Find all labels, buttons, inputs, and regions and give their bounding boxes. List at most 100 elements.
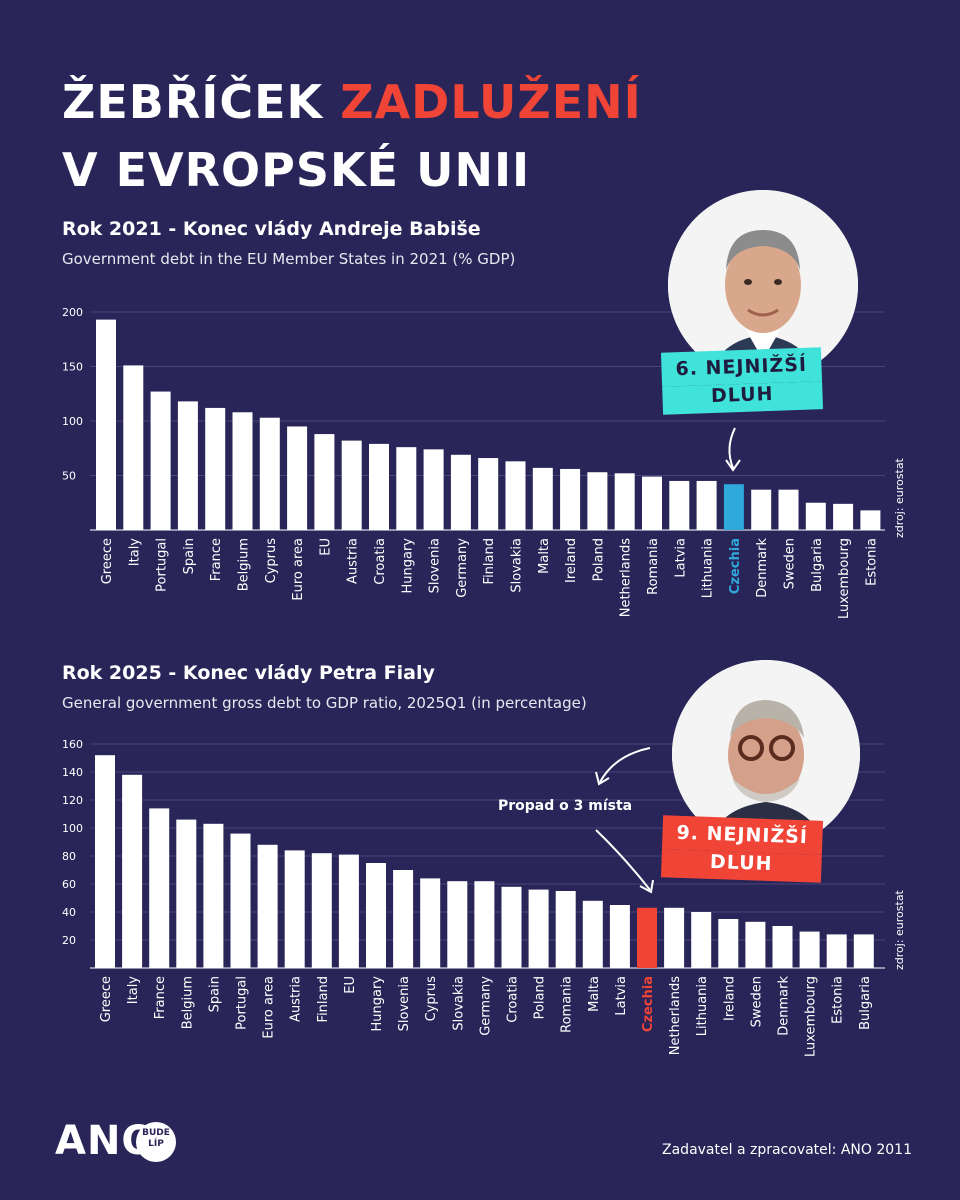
page-title: ŽEBŘÍČEK ZADLUŽENÍ V EVROPSKÉ UNII xyxy=(62,68,642,204)
x-tick-label: Luxembourg xyxy=(837,538,852,619)
bar-finland xyxy=(478,458,499,530)
bar-romania xyxy=(555,891,576,968)
x-tick-label: Poland xyxy=(591,538,606,581)
y-tick-label: 80 xyxy=(62,850,76,863)
bar-poland xyxy=(587,472,608,530)
bar-slovenia xyxy=(423,449,444,530)
x-tick-label: Sweden xyxy=(783,538,798,589)
bar-cyprus xyxy=(420,878,441,968)
y-tick-label: 160 xyxy=(62,738,83,751)
logo-badge: BUDE LÍP xyxy=(136,1122,176,1162)
bar-italy xyxy=(123,365,144,530)
x-tick-label: Romania xyxy=(560,976,575,1033)
bar-austria xyxy=(341,440,362,530)
x-tick-label: Finland xyxy=(316,976,331,1022)
logo-badge-line2: LÍP xyxy=(148,1139,164,1149)
x-tick-label: Belgium xyxy=(237,538,252,591)
bar-romania xyxy=(642,476,662,530)
x-tick-label: Estonia xyxy=(864,538,879,586)
x-tick-label: Italy xyxy=(126,976,141,1005)
x-tick-label: Slovakia xyxy=(510,538,525,593)
x-tick-label: France xyxy=(209,538,224,581)
footer-credit: Zadavatel a zpracovatel: ANO 2011 xyxy=(662,1142,912,1158)
bar-slovakia xyxy=(447,881,468,968)
x-tick-label: Euro area xyxy=(262,976,277,1039)
bar-austria xyxy=(284,850,305,968)
x-tick-label: Hungary xyxy=(400,538,415,594)
x-tick-label: Croatia xyxy=(373,538,388,585)
bar-portugal xyxy=(150,391,171,530)
bar-malta xyxy=(582,900,603,968)
section1-title: Rok 2021 - Konec vlády Andreje Babiše xyxy=(62,218,481,240)
bar-czechia xyxy=(637,907,657,968)
y-tick-label: 140 xyxy=(62,766,83,779)
bar-slovakia xyxy=(505,461,526,530)
bar-belgium xyxy=(176,819,197,968)
y-tick-label: 60 xyxy=(62,878,76,891)
bar-france xyxy=(205,407,226,530)
bar-denmark xyxy=(751,489,772,530)
title-line-2: V EVROPSKÉ UNII xyxy=(62,143,531,197)
x-tick-label: EU xyxy=(318,538,333,556)
bar-spain xyxy=(177,401,198,530)
title-highlight: ZADLUŽENÍ xyxy=(340,75,642,129)
x-tick-label: Netherlands xyxy=(668,976,683,1055)
bar-france xyxy=(149,808,170,968)
x-tick-label: Czechia xyxy=(641,976,656,1032)
x-tick-label: Lithuania xyxy=(695,976,710,1036)
section2-title: Rok 2025 - Konec vlády Petra Fialy xyxy=(62,662,435,684)
bar-eu xyxy=(314,434,335,530)
bar-hungary xyxy=(396,447,417,530)
x-tick-label: Spain xyxy=(207,976,222,1012)
bar-croatia xyxy=(501,886,522,968)
bar-euro-area xyxy=(287,426,308,530)
bar-ireland xyxy=(560,468,581,530)
x-tick-label: EU xyxy=(343,976,358,994)
bar-finland xyxy=(311,853,332,968)
bar-estonia xyxy=(826,934,847,968)
bar-hungary xyxy=(366,863,386,968)
bar-spain xyxy=(203,823,224,968)
x-tick-label: Luxembourg xyxy=(804,976,819,1057)
bar-luxembourg xyxy=(799,931,820,968)
arrow-propad-bottom xyxy=(595,829,651,891)
y-tick-label: 200 xyxy=(62,306,83,319)
logo-badge-line1: BUDE xyxy=(142,1128,170,1138)
x-tick-label: Slovakia xyxy=(451,976,466,1031)
x-tick-label: Sweden xyxy=(749,976,764,1027)
section2-subtitle: General government gross debt to GDP rat… xyxy=(62,694,587,712)
y-tick-label: 20 xyxy=(62,934,76,947)
bar-netherlands xyxy=(614,473,635,530)
x-tick-label: Austria xyxy=(346,538,361,584)
x-tick-label: Bulgaria xyxy=(858,976,873,1030)
y-tick-label: 120 xyxy=(62,794,83,807)
x-tick-label: Ireland xyxy=(722,976,737,1021)
y-tick-label: 150 xyxy=(62,361,83,374)
x-tick-label: Denmark xyxy=(755,538,770,598)
bar-bulgaria xyxy=(805,502,826,530)
y-tick-label: 50 xyxy=(62,470,76,483)
bar-greece xyxy=(96,319,116,530)
source-2025: zdroj: eurostat xyxy=(893,890,906,970)
source-2021: zdroj: eurostat xyxy=(893,458,906,538)
bar-sweden xyxy=(778,489,799,530)
bar-italy xyxy=(122,774,143,968)
x-tick-label: Portugal xyxy=(155,538,170,592)
y-tick-label: 100 xyxy=(62,415,83,428)
arrow-propad-top xyxy=(599,747,651,783)
bar-netherlands xyxy=(664,907,685,968)
arrow-2021 xyxy=(728,427,736,469)
bar-poland xyxy=(528,889,549,968)
bar-estonia xyxy=(860,510,881,530)
bar-bulgaria xyxy=(853,934,874,968)
bar-portugal xyxy=(230,833,251,968)
bar-latvia xyxy=(669,480,690,530)
bar-greece xyxy=(95,755,115,968)
x-tick-label: Latvia xyxy=(673,538,688,578)
x-tick-label: Netherlands xyxy=(619,538,634,617)
x-tick-label: Spain xyxy=(182,538,197,574)
x-tick-label: France xyxy=(153,976,168,1019)
bar-sweden xyxy=(745,921,766,968)
chart-2021: 50 100 150 200 Greece Italy Portugal Spain Franc… xyxy=(62,306,885,619)
